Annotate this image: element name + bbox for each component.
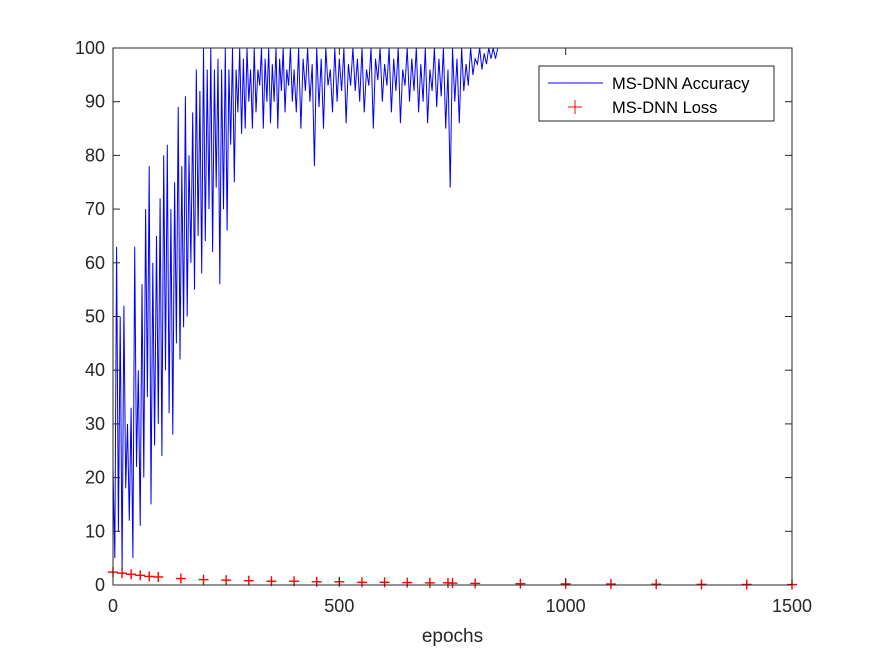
loss-point [447,578,458,589]
loss-point [402,577,413,588]
legend-loss-label: MS-DNN Loss [612,99,717,117]
loss-point [144,571,155,582]
y-tick-label: 100 [75,38,105,58]
y-tick-label: 90 [85,92,105,112]
y-tick-label: 50 [85,307,105,327]
accuracy-line [112,47,792,569]
x-tick-label: 1500 [772,596,812,616]
loss-point [243,575,254,586]
y-tick-label: 80 [85,145,105,165]
loss-point [153,571,164,582]
loss-point [135,570,146,581]
legend-accuracy-label: MS-DNN Accuracy [612,75,750,93]
loss-point [515,578,526,589]
x-tick-labels: 0 500 1000 1500 [108,596,812,616]
loss-point [379,577,390,588]
legend-loss-swatch [568,100,582,114]
loss-point [605,579,616,590]
loss-point [696,579,707,590]
loss-point [424,577,435,588]
y-tick-label: 10 [85,521,105,541]
loss-point [741,579,752,590]
loss-point [221,575,232,586]
axis-ticks [112,47,793,586]
y-tick-label: 0 [95,575,105,595]
y-tick-label: 70 [85,199,105,219]
x-axis-title: epochs [422,626,483,647]
accuracy-series [112,47,792,569]
loss-point [175,573,186,584]
loss-point [356,577,367,588]
loss-series [108,567,797,590]
loss-point [117,568,128,579]
x-tick-label: 1000 [546,596,586,616]
legend-box [538,65,775,122]
loss-point [651,579,662,590]
loss-point [126,569,137,580]
legend: MS-DNN Accuracy MS-DNN Loss [538,65,775,122]
y-tick-label: 40 [85,360,105,380]
x-tick-label: 500 [324,596,354,616]
y-tick-label: 60 [85,253,105,273]
y-tick-label: 30 [85,414,105,434]
loss-point [470,578,481,589]
x-tick-label: 0 [108,596,118,616]
y-tick-label: 20 [85,468,105,488]
y-tick-labels: 0 10 20 30 40 50 60 70 80 90 100 [75,38,105,595]
loss-point [198,574,209,585]
